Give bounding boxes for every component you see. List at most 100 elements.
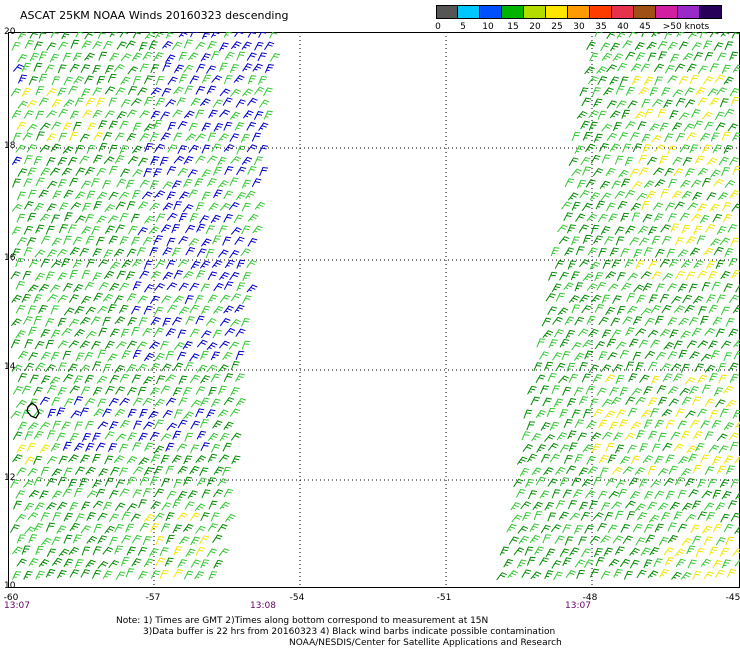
wind-barb xyxy=(189,374,201,384)
wind-barb xyxy=(553,571,563,581)
wind-barb xyxy=(619,558,631,568)
wind-barb xyxy=(104,204,115,213)
wind-barb xyxy=(143,284,155,293)
wind-barb xyxy=(563,419,573,429)
wind-barb xyxy=(44,318,55,328)
wind-barb xyxy=(161,502,172,511)
wind-barb xyxy=(217,156,227,166)
wind-barb xyxy=(703,40,713,50)
wind-barb xyxy=(680,468,692,477)
wind-barb xyxy=(62,52,72,62)
wind-barb xyxy=(728,362,739,372)
wind-barb xyxy=(218,385,227,395)
wind-barb xyxy=(666,283,678,292)
wind-barb xyxy=(600,570,611,580)
wind-barb xyxy=(597,110,607,120)
wind-barb xyxy=(218,454,230,463)
wind-barb xyxy=(224,259,235,269)
wind-barb xyxy=(165,442,175,452)
wind-barb xyxy=(688,489,699,498)
wind-barb xyxy=(17,32,28,40)
wind-barb xyxy=(167,144,178,153)
wind-barb xyxy=(27,189,37,199)
wind-barb xyxy=(188,238,200,247)
wind-barb xyxy=(230,226,242,235)
wind-barb xyxy=(588,328,599,337)
wind-barb xyxy=(57,476,67,486)
wind-barb xyxy=(200,559,210,569)
wind-barb xyxy=(72,121,82,131)
wind-barb xyxy=(657,109,667,119)
wind-barb xyxy=(171,180,182,189)
wind-barb xyxy=(56,248,68,257)
wind-barb xyxy=(150,454,161,463)
wind-barb xyxy=(184,362,194,372)
wind-barb xyxy=(711,281,721,291)
wind-barb xyxy=(69,131,79,141)
wind-barb xyxy=(632,316,643,326)
wind-barb xyxy=(219,109,231,118)
wind-barb xyxy=(33,476,43,486)
wind-barb xyxy=(223,488,234,498)
wind-barb xyxy=(675,558,686,568)
wind-barb xyxy=(45,568,56,578)
wind-barb xyxy=(33,294,43,304)
wind-barb xyxy=(195,155,206,164)
wind-barb xyxy=(677,249,689,258)
wind-barb xyxy=(259,166,269,176)
wind-barb xyxy=(162,317,171,327)
wind-barb xyxy=(161,477,171,487)
wind-barb xyxy=(72,236,83,246)
wind-barb xyxy=(173,409,183,419)
wind-barb xyxy=(57,317,67,327)
wind-barb xyxy=(107,73,117,83)
wind-barb xyxy=(574,419,584,429)
wind-barb xyxy=(230,293,242,302)
wind-barb xyxy=(109,52,120,62)
wind-barb xyxy=(17,74,27,84)
wind-barb xyxy=(649,87,659,97)
wind-barb xyxy=(107,353,118,362)
wind-barb xyxy=(22,132,33,141)
wind-barb xyxy=(685,513,696,522)
wind-barb xyxy=(731,132,740,142)
wind-barb xyxy=(678,75,689,85)
wind-barb xyxy=(551,385,561,395)
wind-barb xyxy=(536,338,546,348)
wind-barb xyxy=(74,97,84,107)
wind-barb xyxy=(704,466,715,476)
wind-barb xyxy=(201,169,212,178)
wind-barb xyxy=(677,489,687,499)
wind-barb xyxy=(127,66,139,75)
wind-barb xyxy=(720,306,730,316)
wind-barb xyxy=(155,75,165,86)
wind-barb xyxy=(730,96,740,106)
wind-barb xyxy=(708,546,718,556)
wind-barb xyxy=(616,100,627,109)
wind-barb xyxy=(173,155,185,164)
wind-barb xyxy=(563,454,573,464)
wind-barb xyxy=(24,502,35,512)
wind-barb xyxy=(629,490,641,500)
wind-barb xyxy=(177,329,187,339)
wind-barb xyxy=(178,375,188,385)
wind-barb xyxy=(582,166,592,176)
wind-barb xyxy=(717,192,729,201)
wind-barb xyxy=(540,422,551,431)
wind-barb xyxy=(46,477,57,487)
wind-barb xyxy=(654,315,664,325)
wind-barb xyxy=(551,283,562,292)
wind-barb xyxy=(222,351,233,361)
wind-barb xyxy=(143,467,154,476)
wind-barb xyxy=(692,396,702,406)
wind-barb xyxy=(647,501,657,511)
wind-barb xyxy=(697,374,708,384)
wind-barb xyxy=(219,294,231,303)
wind-barb xyxy=(241,225,251,235)
wind-barb xyxy=(242,295,252,305)
wind-barb xyxy=(70,202,82,210)
wind-barb xyxy=(707,478,717,488)
colorbar-label: >50 knots xyxy=(662,22,710,32)
wind-barb xyxy=(252,225,263,234)
wind-barb xyxy=(647,397,658,407)
